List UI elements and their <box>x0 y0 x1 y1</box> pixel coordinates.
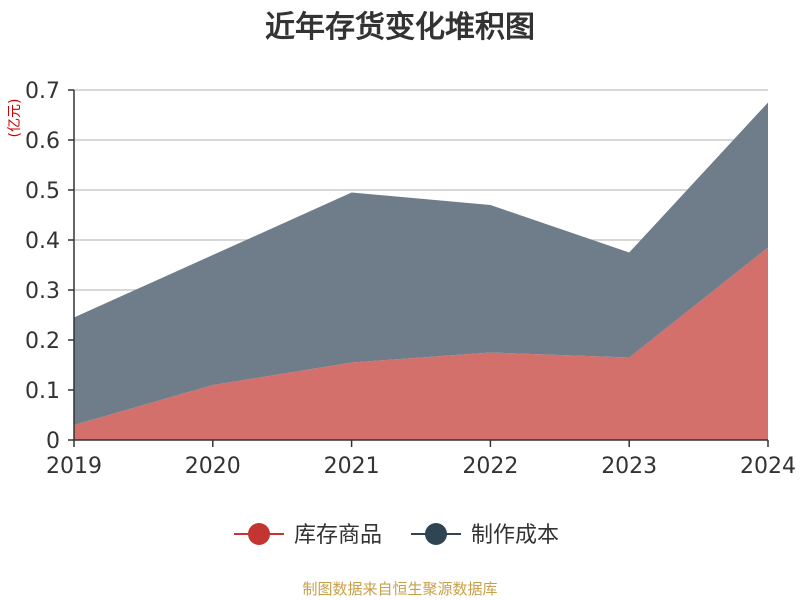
y-tick-label: 0.2 <box>25 329 60 354</box>
x-tick-label: 2020 <box>185 454 241 479</box>
chart-title: 近年存货变化堆积图 <box>265 10 535 45</box>
legend-label: 库存商品 <box>294 523 382 548</box>
y-axis-unit: (亿元) <box>7 99 23 138</box>
x-tick-label: 2024 <box>740 454 796 479</box>
legend: 库存商品 制作成本 <box>234 523 559 548</box>
y-tick-label: 0.7 <box>25 79 60 104</box>
area-series-1 <box>74 247 768 440</box>
x-tick-label: 2023 <box>601 454 657 479</box>
area-series-2 <box>74 102 768 425</box>
y-tick-label: 0.3 <box>25 279 60 304</box>
y-tick-label: 0.1 <box>25 379 60 404</box>
legend-item-1[interactable]: 库存商品 <box>234 523 382 548</box>
y-tick-label: 0 <box>46 429 60 454</box>
y-tick-label: 0.5 <box>25 179 60 204</box>
data-source: 制图数据来自恒生聚源数据库 <box>302 580 497 598</box>
y-tick-label: 0.4 <box>25 229 60 254</box>
x-tick-label: 2022 <box>462 454 518 479</box>
x-tick-label: 2021 <box>324 454 380 479</box>
legend-label: 制作成本 <box>471 523 559 548</box>
series-areas <box>73 102 769 440</box>
x-tick-label: 2019 <box>46 454 102 479</box>
legend-item-2[interactable]: 制作成本 <box>411 523 559 548</box>
legend-marker <box>248 523 270 545</box>
axes <box>73 90 768 441</box>
legend-marker <box>425 523 447 545</box>
x-axis-ticks: 2019 2020 2021 2022 2023 2024 <box>46 440 796 479</box>
y-tick-label: 0.6 <box>25 129 60 154</box>
y-axis-ticks: 0 0.1 0.2 0.3 0.4 0.5 0.6 0.7 <box>25 79 74 454</box>
